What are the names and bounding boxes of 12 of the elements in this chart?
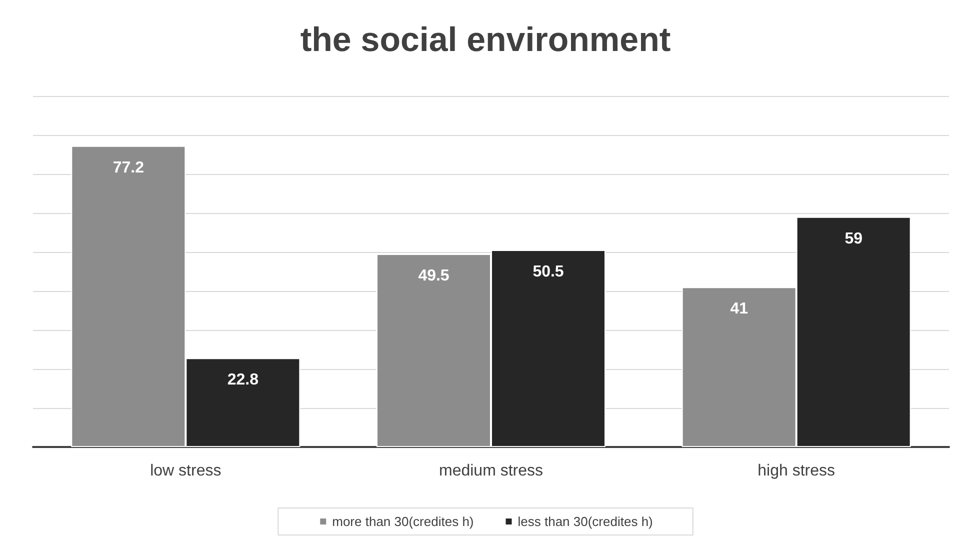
- x-tick-label: medium stress: [438, 462, 544, 480]
- data-label: 49.5: [418, 267, 450, 284]
- data-label: 41: [730, 300, 748, 318]
- data-label: 59: [844, 230, 863, 248]
- chart-title: the social environment: [300, 21, 671, 59]
- x-tick-label: low stress: [150, 462, 222, 480]
- data-label: 22.8: [227, 372, 259, 389]
- legend-label: more than 30(credites h): [332, 514, 474, 529]
- legend-label: less than 30(credites h): [518, 514, 653, 529]
- data-label: 77.2: [112, 159, 144, 176]
- x-tick-label: high stress: [758, 462, 836, 480]
- data-label: 50.5: [532, 264, 564, 281]
